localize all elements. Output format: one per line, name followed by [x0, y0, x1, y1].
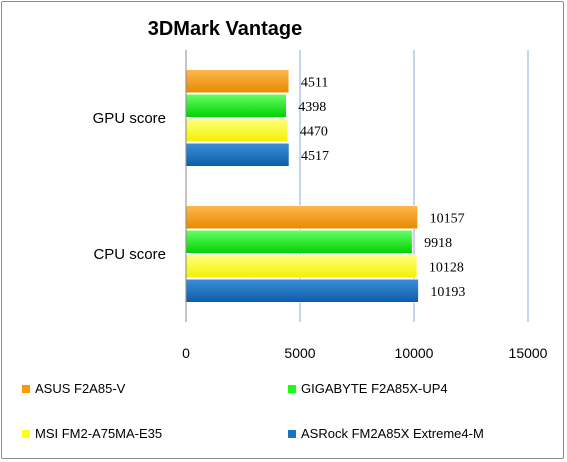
data-label: 10193 — [430, 285, 465, 300]
category-label: CPU score — [93, 246, 166, 263]
data-label: 4470 — [300, 124, 328, 139]
data-label: 9918 — [424, 236, 452, 251]
data-label: 4517 — [301, 149, 329, 164]
category-label: GPU score — [93, 110, 166, 127]
bar — [185, 205, 418, 229]
legend-swatch — [288, 385, 296, 393]
legend-label: GIGABYTE F2A85X-UP4 — [301, 381, 448, 396]
x-tick-label: 5000 — [284, 345, 315, 361]
bar — [185, 69, 290, 93]
legend-swatch — [288, 430, 296, 438]
data-labels: 4511 4398 4470 4517 10157 9918 10128 10193 — [298, 75, 465, 300]
legend-label: ASUS F2A85-V — [35, 381, 126, 396]
axes: 0 5000 10000 15000 GPU score CPU score — [93, 50, 548, 361]
bar — [185, 143, 290, 167]
bar — [185, 118, 289, 142]
data-label: 10157 — [430, 211, 465, 226]
legend-label: ASRock FM2A85X Extreme4-M — [301, 426, 484, 441]
bar — [185, 230, 413, 254]
legend-swatch — [22, 430, 30, 438]
data-label: 10128 — [429, 260, 464, 275]
x-tick-label: 15000 — [509, 345, 548, 361]
x-tick-label: 0 — [182, 345, 190, 361]
bar — [185, 279, 419, 303]
bar — [185, 254, 418, 278]
bars — [185, 69, 419, 303]
legend: ASUS F2A85-V GIGABYTE F2A85X-UP4 MSI FM2-A… — [22, 381, 484, 441]
data-label: 4511 — [301, 75, 328, 90]
data-label: 4398 — [298, 100, 326, 115]
legend-swatch — [22, 385, 30, 393]
bar — [185, 94, 287, 118]
chart-title: 3DMark Vantage — [148, 18, 303, 40]
legend-label: MSI FM2-A75MA-E35 — [35, 426, 162, 441]
x-tick-label: 10000 — [395, 345, 434, 361]
